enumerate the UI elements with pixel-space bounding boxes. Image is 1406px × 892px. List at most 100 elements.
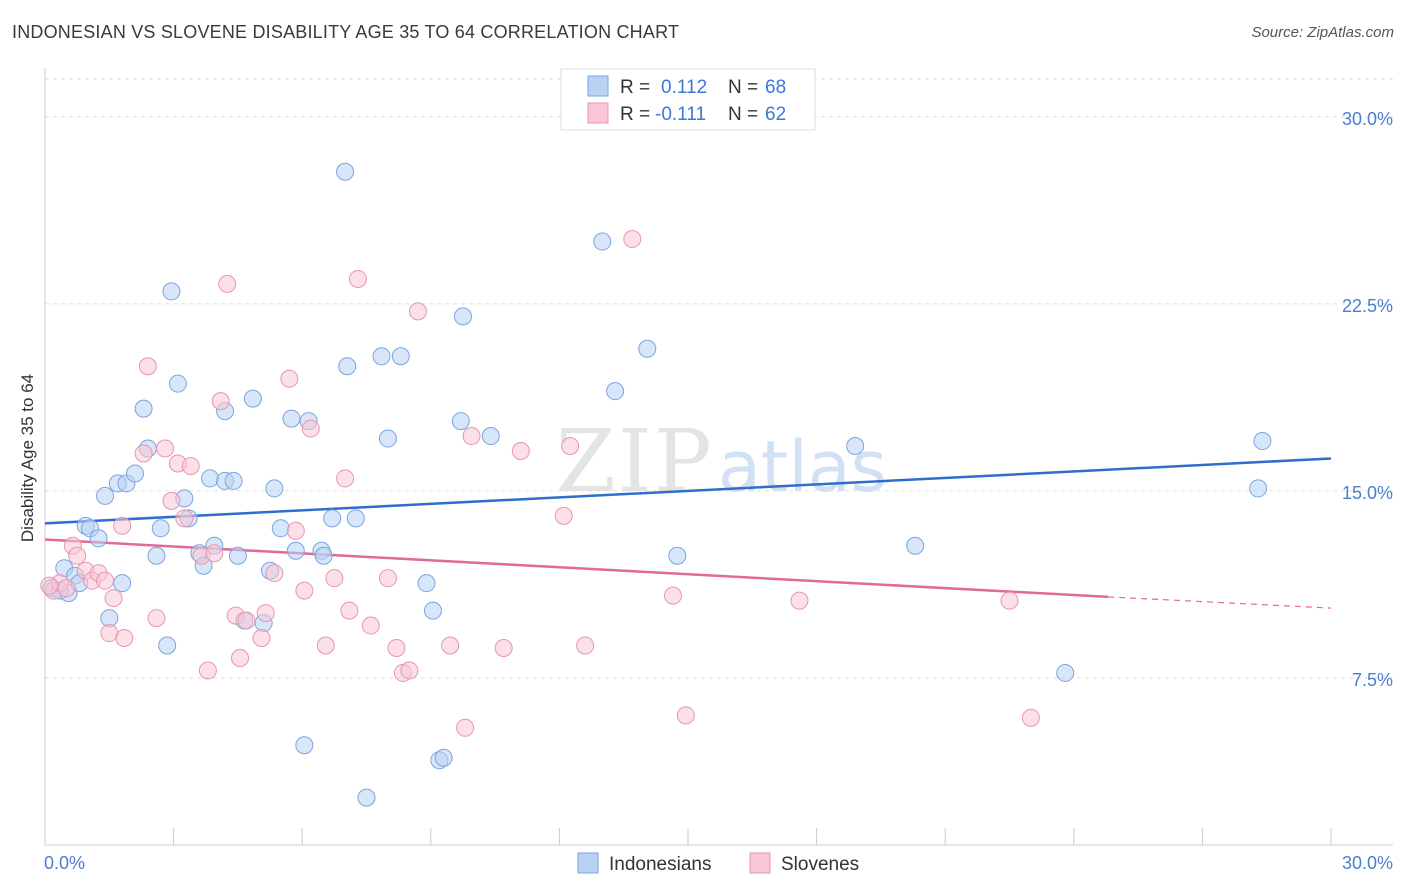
indonesians-point: [314, 546, 333, 565]
indonesians-point: [338, 357, 357, 376]
indonesians-point: [96, 486, 115, 505]
y-tick-label: 15.0%: [1342, 483, 1393, 503]
indonesians-point: [158, 636, 177, 655]
indonesians-point: [453, 307, 472, 326]
slovenes-point: [378, 569, 397, 588]
y-axis-title: Disability Age 35 to 64: [18, 374, 37, 542]
slovenes-point: [494, 639, 513, 658]
indonesians-point: [417, 574, 436, 593]
indonesians-point: [126, 464, 145, 483]
indonesians-point: [638, 339, 657, 358]
grid: [45, 78, 1393, 679]
slovenes-point: [554, 506, 573, 525]
slovenes-point: [211, 392, 230, 411]
slovenes-point: [237, 611, 256, 630]
x-tick-label-min: 0.0%: [44, 853, 85, 873]
legend-r-value-2: -0.111: [655, 104, 706, 125]
indonesians-point: [151, 519, 170, 538]
chart-title: INDONESIAN VS SLOVENE DISABILITY AGE 35 …: [12, 22, 680, 42]
slovenes-point: [40, 576, 59, 595]
slovenes-point: [205, 544, 224, 563]
indonesians-point: [168, 374, 187, 393]
slovenes-point: [252, 629, 271, 648]
legend-n-value-1: 68: [765, 77, 786, 98]
y-tick-labels: 7.5% 15.0% 22.5% 30.0%: [1342, 109, 1393, 690]
legend-slovenes-label: Slovenes: [781, 854, 859, 875]
slovenes-point: [1000, 591, 1019, 610]
indonesians-point: [265, 479, 284, 498]
slovenes-point: [57, 579, 76, 598]
indonesians-point: [295, 736, 314, 755]
indonesians-point: [372, 347, 391, 366]
watermark-atlas: atlas: [718, 426, 887, 508]
indonesians-point: [434, 748, 453, 767]
indonesians-point: [1253, 432, 1272, 451]
slovenes-point: [316, 636, 335, 655]
slovenes-point: [623, 230, 642, 249]
indonesians-swatch: [587, 75, 609, 97]
axes: [44, 68, 1393, 846]
slovenes-point: [100, 624, 119, 643]
legend-n-label-2: N =: [728, 104, 758, 125]
indonesians-point: [606, 382, 625, 401]
indonesians-point: [89, 529, 108, 548]
slovenes-point: [1021, 708, 1040, 727]
legend-r-label-1: R =: [620, 77, 650, 98]
indonesians-point: [906, 536, 925, 555]
indonesians-point: [336, 162, 355, 181]
slovenes-point: [400, 661, 419, 680]
indonesians-point: [228, 546, 247, 565]
slovenes-point: [181, 456, 200, 475]
slovenes-point: [387, 639, 406, 658]
slovenes-point: [456, 718, 475, 737]
indonesians-point: [100, 609, 119, 628]
slovenes-point: [561, 437, 580, 456]
indonesians-point: [346, 509, 365, 528]
indonesians-point: [423, 601, 442, 620]
slovenes-point: [104, 589, 123, 608]
indonesians-point: [846, 437, 865, 456]
slovenes-point: [336, 469, 355, 488]
legend-slovenes-swatch: [749, 852, 771, 874]
slovenes-point: [301, 419, 320, 438]
y-tick-label: 7.5%: [1352, 670, 1393, 690]
slovenes-points: [40, 230, 1040, 737]
indonesians-point: [134, 399, 153, 418]
x-tick-label-max: 30.0%: [1342, 853, 1393, 873]
slovenes-point: [325, 569, 344, 588]
slovenes-point: [286, 521, 305, 540]
indonesians-point: [481, 427, 500, 446]
indonesians-point: [323, 509, 342, 528]
indonesians-point: [378, 429, 397, 448]
slovenes-point: [295, 581, 314, 600]
indonesians-point: [286, 541, 305, 560]
indonesians-point: [162, 282, 181, 301]
slovenes-point: [361, 616, 380, 635]
indonesians-point: [201, 469, 220, 488]
slovenes-point: [408, 302, 427, 321]
series-legend: Indonesians Slovenes: [577, 852, 859, 875]
y-tick-label: 22.5%: [1342, 296, 1393, 316]
slovenes-point: [68, 546, 87, 565]
indonesians-point: [1249, 479, 1268, 498]
slovenes-point: [96, 571, 115, 590]
slovenes-point: [280, 369, 299, 388]
indonesians-point: [282, 409, 301, 428]
slovenes-point: [511, 442, 530, 461]
indonesians-point: [243, 389, 262, 408]
slovenes-point: [156, 439, 175, 458]
indonesians-point: [357, 788, 376, 807]
slovenes-point: [676, 706, 695, 725]
indonesians-point: [593, 232, 612, 251]
legend-n-value-2: 62: [765, 104, 786, 125]
slovenes-point: [218, 274, 237, 293]
indonesians-point: [391, 347, 410, 366]
indonesians-point: [1056, 663, 1075, 682]
legend-r-value-1: 0.112: [661, 77, 707, 98]
slovenes-point: [576, 636, 595, 655]
indonesians-point: [451, 412, 470, 431]
indonesians-trend-line: [44, 457, 1332, 525]
chart-source: Source: ZipAtlas.com: [1251, 24, 1394, 41]
slovenes-point: [790, 591, 809, 610]
